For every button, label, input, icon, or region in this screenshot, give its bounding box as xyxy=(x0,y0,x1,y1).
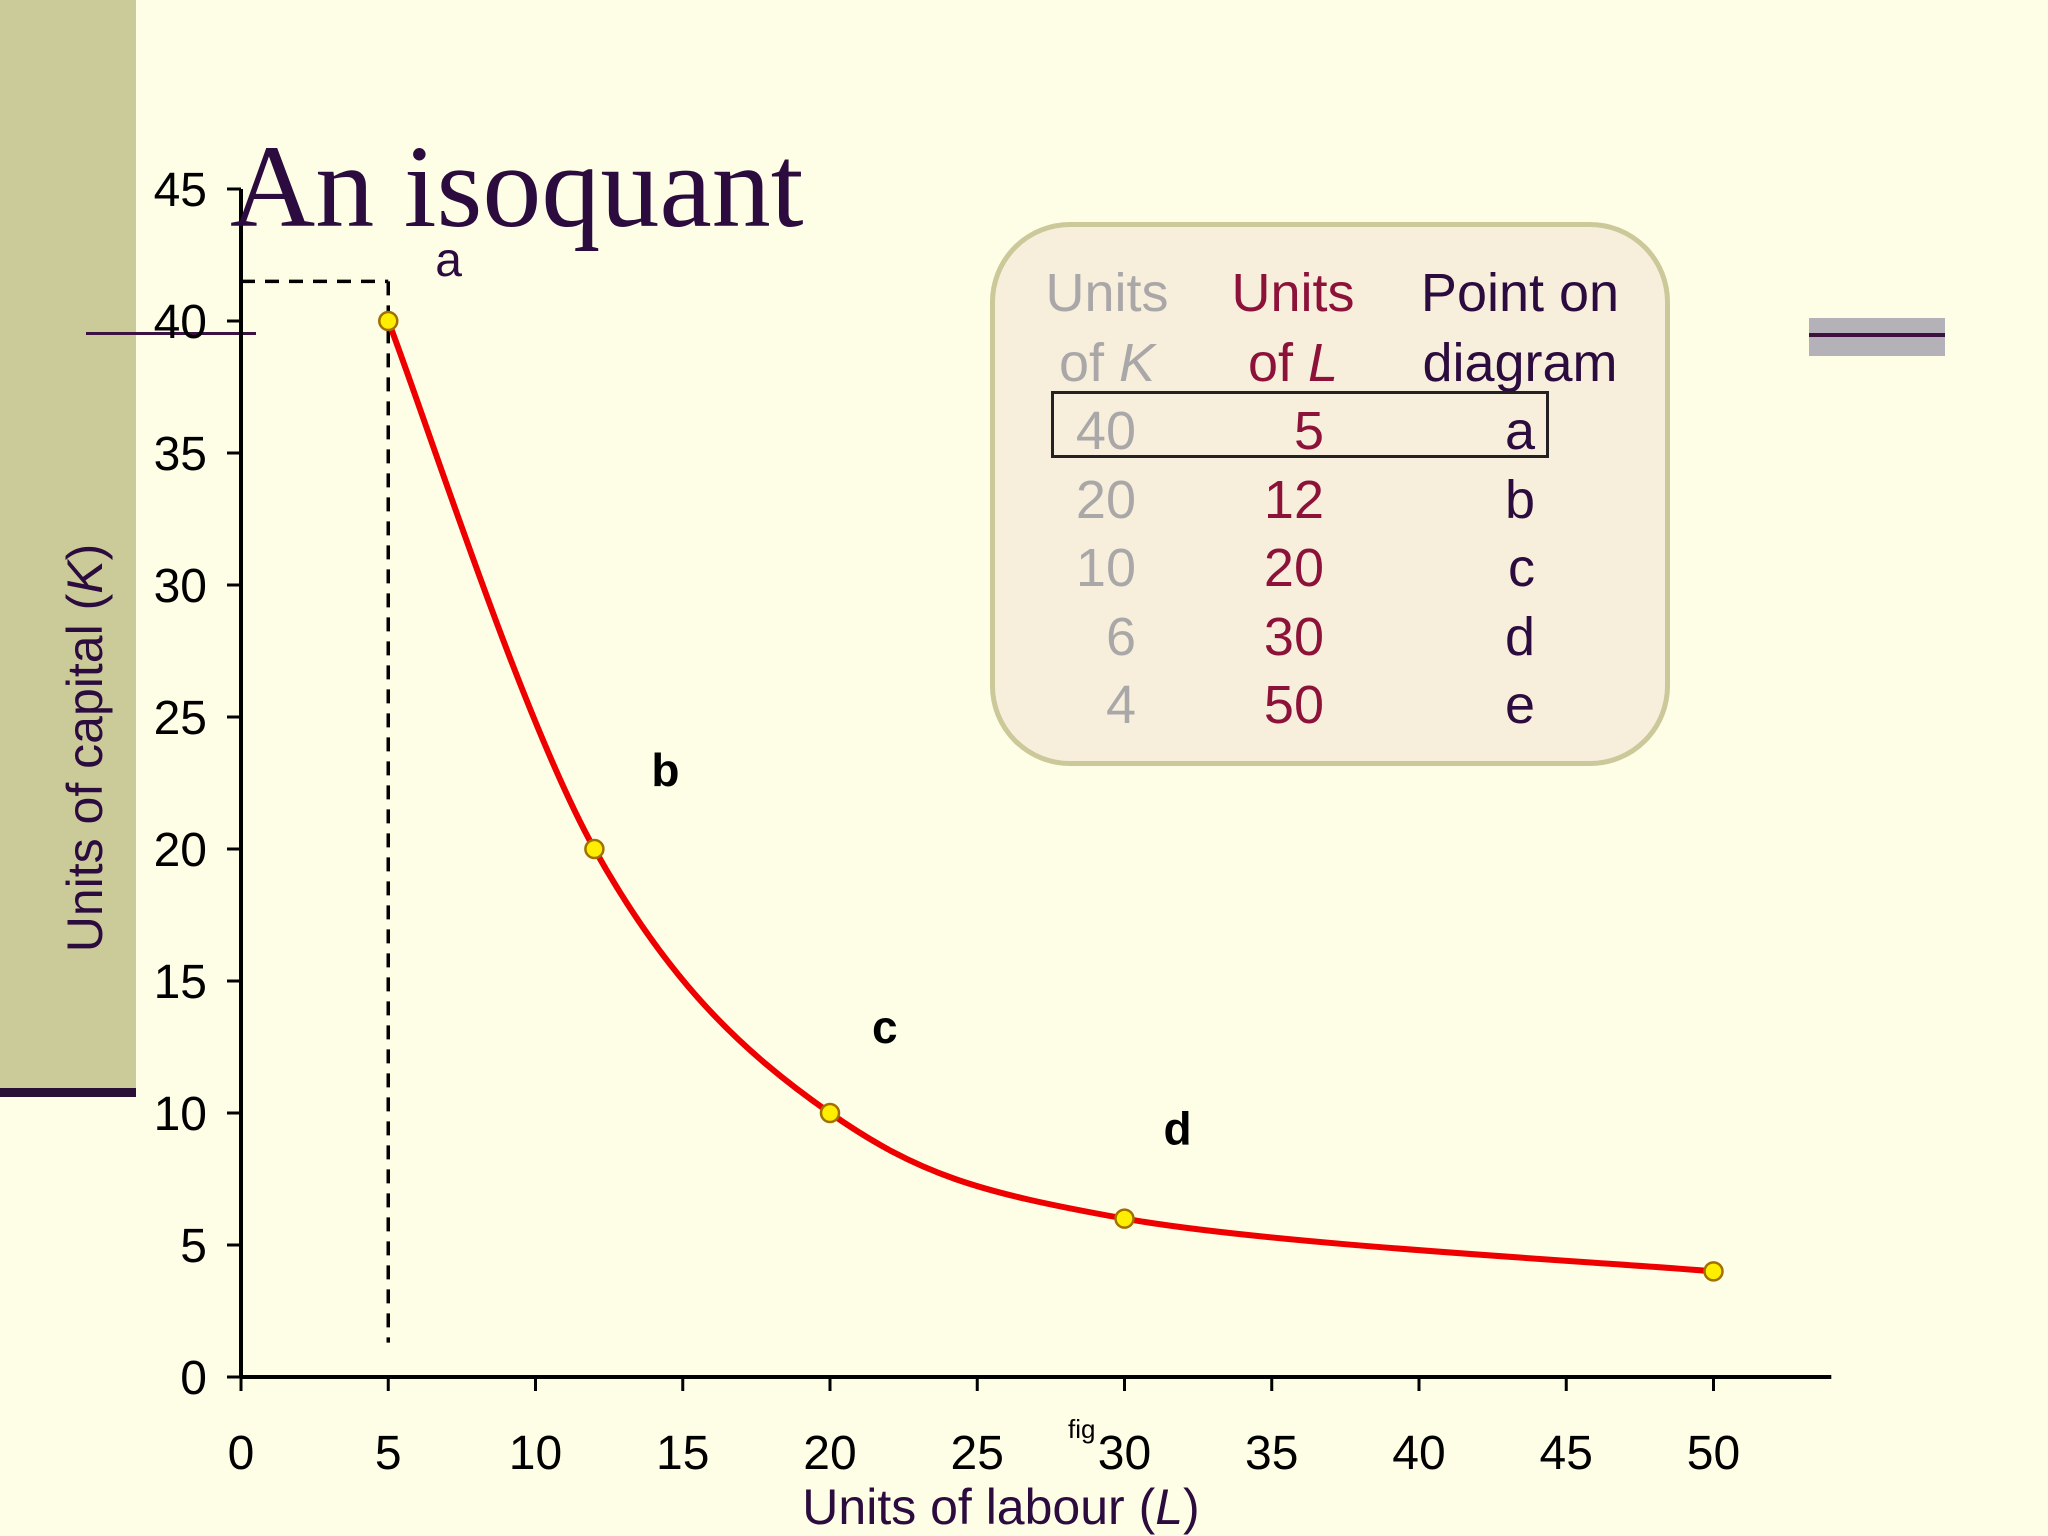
series xyxy=(378,310,1724,1282)
x-tick-label: 35 xyxy=(1245,1427,1298,1480)
sidebar-panel xyxy=(0,0,136,1088)
sidebar-accent-line xyxy=(0,1088,136,1097)
table-cell: d xyxy=(1504,606,1535,667)
y-tick-label: 20 xyxy=(154,824,207,877)
point-label-d: d xyxy=(1164,1103,1192,1155)
data-point-marker xyxy=(584,838,605,860)
y-tick-label: 0 xyxy=(180,1352,207,1405)
table-cell: c xyxy=(1508,538,1535,598)
point-label-a: a xyxy=(435,234,462,287)
point-labels: a b c d xyxy=(435,234,1191,1155)
x-tick-label: 45 xyxy=(1540,1427,1593,1480)
point-label-b: b xyxy=(651,744,679,796)
y-tick-label: 35 xyxy=(154,428,207,481)
table-cell: 5 xyxy=(1293,401,1324,461)
x-tick-label: 25 xyxy=(951,1427,1004,1480)
table-header-line2: of L xyxy=(1247,333,1339,393)
highlighted-row-box xyxy=(1051,391,1549,458)
y-tick-label: 15 xyxy=(154,956,207,1009)
table-cell: 40 xyxy=(1075,401,1136,461)
table-header-line2: diagram xyxy=(1422,333,1618,393)
table-cell: a xyxy=(1504,401,1535,461)
table-cell: 6 xyxy=(1105,606,1136,667)
data-point-marker xyxy=(1114,1208,1135,1229)
table-cell: 10 xyxy=(1075,538,1136,598)
table-cell: 12 xyxy=(1263,469,1324,530)
point-label-c: c xyxy=(872,1001,898,1053)
table-cell: 20 xyxy=(1263,538,1324,598)
table-cell: 50 xyxy=(1263,675,1324,735)
x-tick-label: 40 xyxy=(1392,1427,1445,1480)
y-tick-label: 5 xyxy=(180,1220,207,1273)
x-axis-title: Units of labour (L) xyxy=(802,1479,1199,1535)
slide-title: An isoquant xyxy=(230,121,804,252)
decorative-bar-line xyxy=(1809,333,1945,337)
data-table-panel xyxy=(990,222,1670,766)
table-header-line1: Point on xyxy=(1420,263,1620,323)
y-tick-label: 10 xyxy=(154,1088,207,1141)
x-tick-label: 30 xyxy=(1098,1427,1151,1480)
reference-lines xyxy=(241,279,390,1343)
table-header-line1: Units xyxy=(1231,263,1355,323)
x-tick-label: 20 xyxy=(803,1427,856,1480)
x-tick-label: 0 xyxy=(228,1427,255,1480)
table-cell: 30 xyxy=(1263,606,1324,667)
data-point-marker xyxy=(378,310,399,332)
table-cell: e xyxy=(1504,675,1535,735)
y-axis-title: Units of capital (K) xyxy=(57,544,113,953)
x-tick-label: 15 xyxy=(656,1427,709,1480)
data-point-marker xyxy=(819,1102,841,1124)
table-header-variable: K xyxy=(1119,333,1156,393)
table-cell: b xyxy=(1504,469,1535,530)
y-tick-label: 45 xyxy=(154,164,207,217)
x-tick-label: 50 xyxy=(1687,1427,1740,1480)
decorative-bar xyxy=(1809,318,1945,356)
x-tick-label: 5 xyxy=(375,1427,402,1480)
table-cell: 20 xyxy=(1075,469,1136,530)
footnote-fig: fig xyxy=(1068,1414,1095,1444)
y-tick-label: 30 xyxy=(154,560,207,613)
y-tick-label: 40 xyxy=(154,296,207,349)
table-header-line1: Units xyxy=(1045,263,1169,323)
data-point-marker xyxy=(1703,1261,1724,1282)
x-tick-label: 10 xyxy=(509,1427,562,1480)
table-cell: 4 xyxy=(1105,675,1136,735)
table-header-line2: of K xyxy=(1058,333,1156,393)
y-tick-label: 25 xyxy=(154,692,207,745)
title-rule xyxy=(86,332,256,335)
table-header-variable: L xyxy=(1308,333,1339,393)
